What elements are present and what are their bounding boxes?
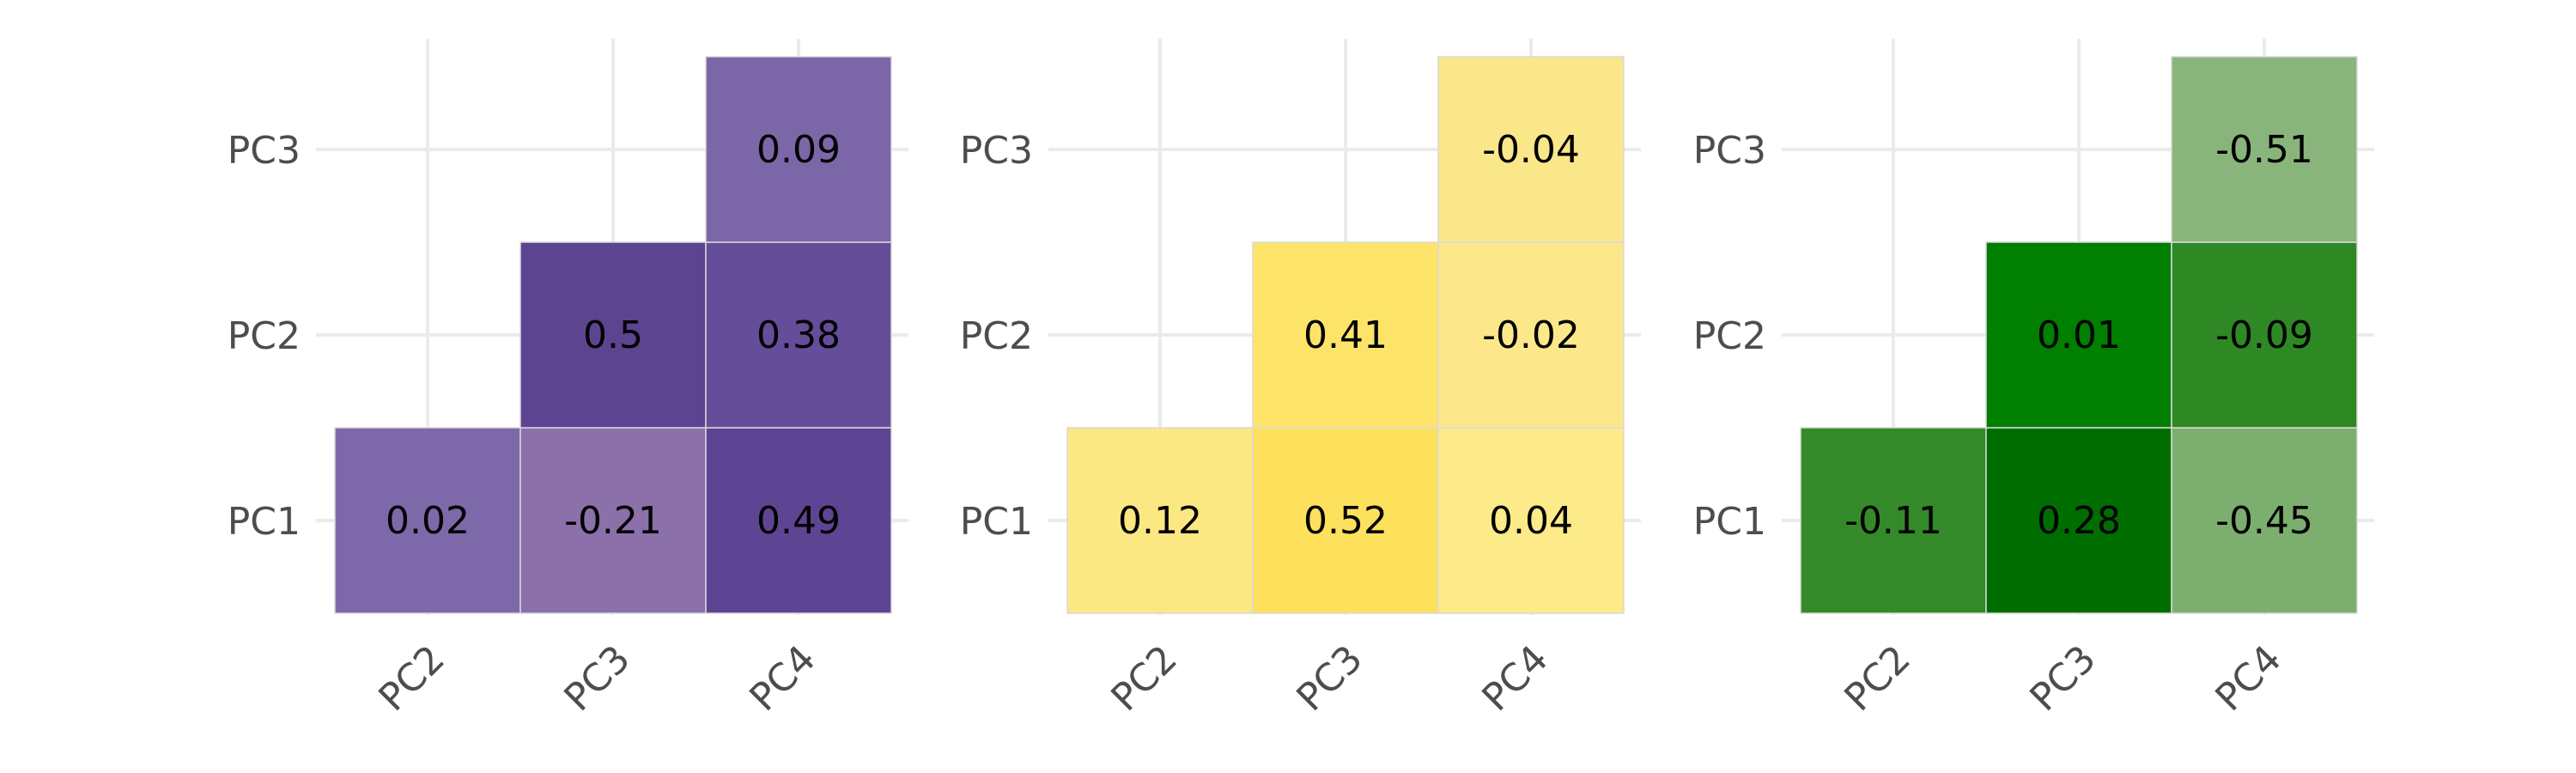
cell-value-label: -0.09: [2215, 313, 2313, 357]
cell-value-label: 0.5: [583, 313, 643, 357]
heatmap-panel-3: -0.11 0.28 -0.45 0.01 -0.09 -0.51 PC1 PC2 PC3 PC2…: [1693, 39, 2374, 720]
cell-value-label: 0.04: [1489, 499, 1573, 543]
x-tick-label: PC4: [741, 637, 823, 720]
cell-value-label: 0.12: [1118, 499, 1202, 543]
cell-value-label: -0.51: [2215, 128, 2313, 172]
heatmap-cell: [2171, 427, 2358, 614]
x-tick-label: PC2: [1103, 637, 1185, 720]
cell-value-label: 0.52: [1303, 499, 1388, 543]
x-tick-label: PC3: [556, 637, 638, 720]
heatmap-cell: [1800, 427, 1987, 614]
heatmap-cell: [1252, 241, 1439, 429]
x-tick-label: PC3: [1288, 637, 1370, 720]
cell-value-label: -0.11: [1844, 499, 1942, 543]
y-tick-label: PC3: [1693, 129, 1766, 173]
heatmap-cell: [1437, 56, 1625, 243]
y-tick-label: PC2: [1693, 314, 1766, 358]
cell-value-label: 0.28: [2037, 499, 2121, 543]
cell-value-label: 0.02: [386, 499, 470, 543]
x-tick-label: PC3: [2021, 637, 2104, 720]
cell-value-label: 0.38: [756, 313, 841, 357]
x-tick-label: PC4: [1473, 637, 1556, 720]
y-tick-label: PC1: [228, 500, 301, 544]
heatmap-cell: [2171, 241, 2358, 429]
x-tick-label: PC4: [2207, 637, 2289, 720]
heatmap-cell: [519, 241, 707, 429]
heatmap-cell: [705, 56, 892, 243]
cell-value-label: -0.21: [564, 499, 662, 543]
heatmap-cell: [705, 427, 892, 614]
heatmap-cell: [2171, 56, 2358, 243]
cell-value-label: 0.49: [756, 499, 841, 543]
x-tick-label: PC2: [370, 637, 453, 720]
heatmap-panel-1: 0.02 -0.21 0.49 0.5 0.38 0.09 PC1 PC2 PC3 PC2 PC3 P…: [228, 39, 908, 720]
y-tick-label: PC2: [960, 314, 1033, 358]
y-tick-label: PC3: [228, 129, 301, 173]
cell-value-label: 0.41: [1303, 313, 1388, 357]
y-tick-label: PC1: [960, 500, 1033, 544]
heatmap-cell: [334, 427, 521, 614]
y-tick-label: PC3: [960, 129, 1033, 173]
heatmap-panel-2: 0.12 0.52 0.04 0.41 -0.02 -0.04 PC1 PC2 PC3 PC2 PC…: [960, 39, 1641, 720]
heatmap-cell: [705, 241, 892, 429]
heatmap-cell: [1437, 241, 1625, 429]
heatmap-cell: [1985, 427, 2172, 614]
heatmap-cell: [1252, 427, 1439, 614]
cell-value-label: -0.02: [1482, 313, 1580, 357]
x-tick-label: PC2: [1836, 637, 1918, 720]
heatmap-cell: [1066, 427, 1254, 614]
cell-value-label: 0.09: [756, 128, 841, 172]
heatmap-cell: [1985, 241, 2172, 429]
y-tick-label: PC2: [228, 314, 301, 358]
cell-value-label: 0.01: [2037, 313, 2121, 357]
y-tick-label: PC1: [1693, 500, 1766, 544]
cell-value-label: -0.04: [1482, 128, 1580, 172]
cell-value-label: -0.45: [2215, 499, 2313, 543]
